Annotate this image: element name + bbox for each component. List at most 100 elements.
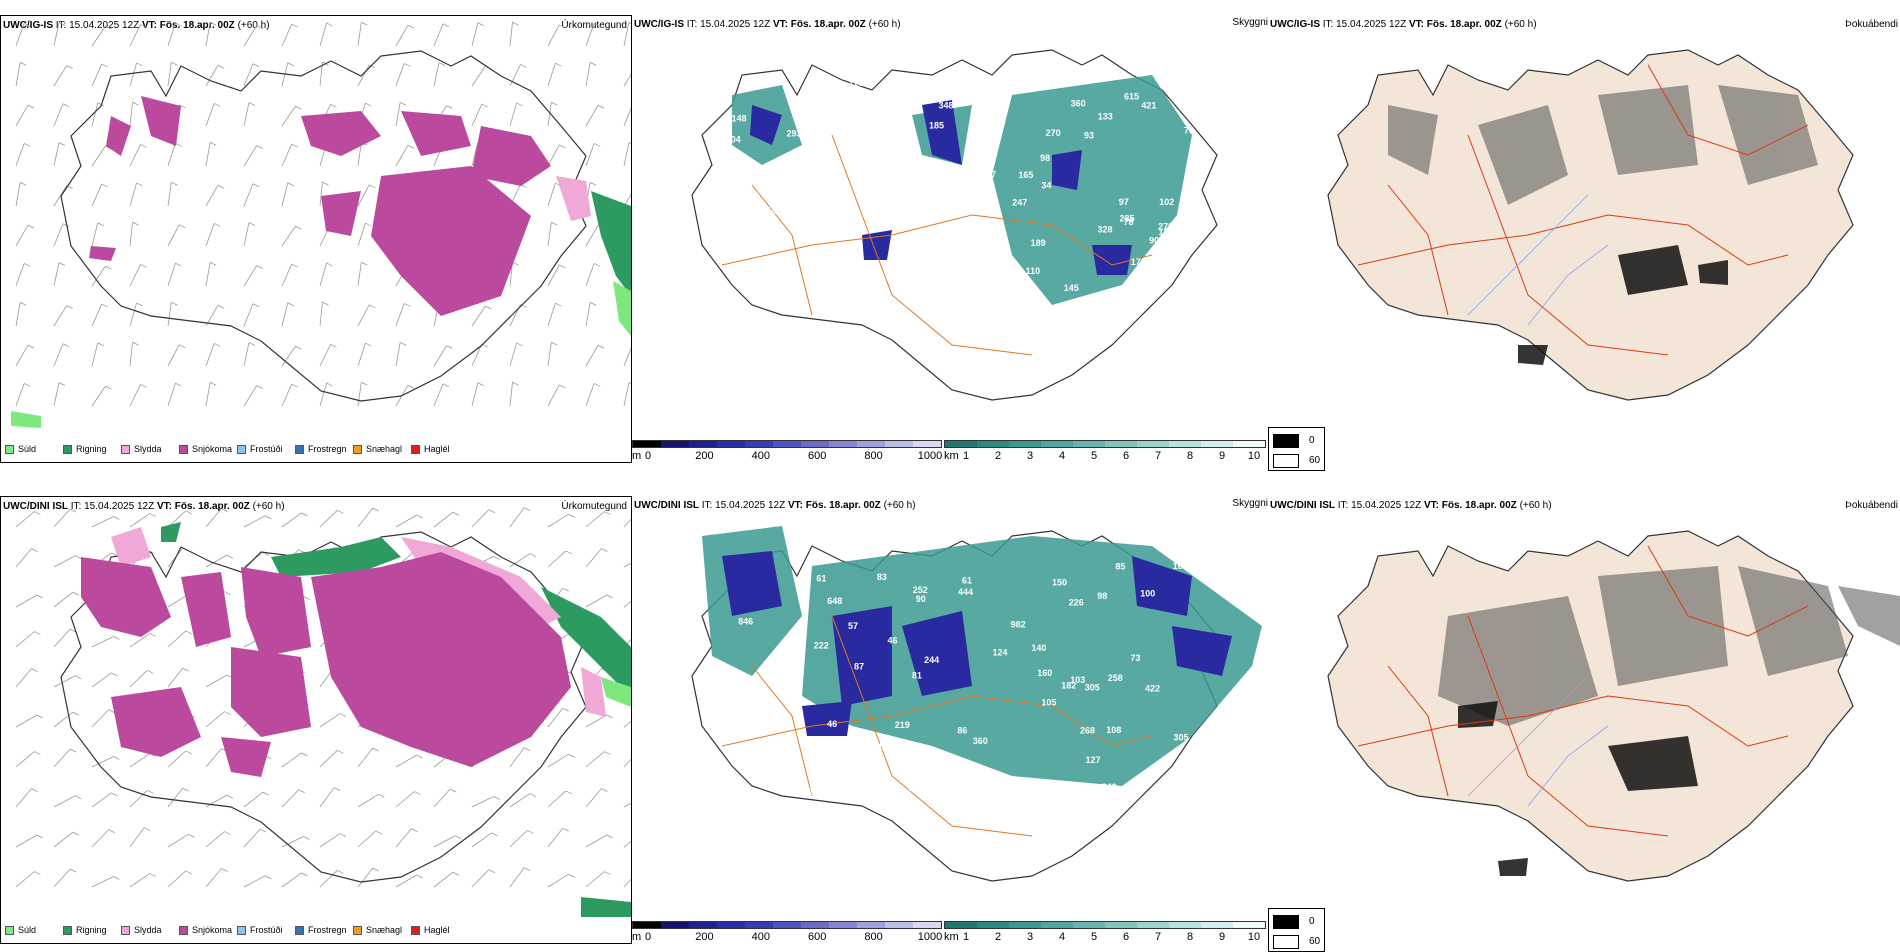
legend-swatch [237, 444, 246, 454]
cloud-base-map: 98 110 133 165 102 97 90 79 936 97 293 101 93 145 348 1… [691, 49, 1218, 401]
cloud-base-label: 189 [1031, 238, 1046, 248]
legend-label: Frostregn [308, 444, 347, 454]
fog-legend-swatch [1273, 935, 1299, 949]
road-network [1357, 64, 1809, 356]
legend-label: Snjókoma [192, 444, 233, 454]
colorbar-tick: 400 [751, 450, 770, 462]
fog-shading [1388, 85, 1818, 205]
cloud-base-label: 87 [854, 661, 864, 671]
cloud-base-label: 55 [847, 143, 857, 153]
colorbar-tick: 200 [695, 450, 714, 462]
precip-legend: Súld Rigning Slydda Snjókoma Frostúði Frostre… [5, 444, 469, 454]
legend-item: Frostúði [237, 925, 295, 935]
colorbar-tick: 800 [864, 450, 883, 462]
cloud-base-label: 173 [1131, 257, 1146, 267]
colorbar-strip [632, 921, 942, 929]
legend-item: Súld [5, 925, 63, 935]
legend-swatch [63, 444, 72, 454]
rivers [1467, 194, 1609, 326]
panel-title: UWC/DINI ISL IT: 15.04.2025 12Z VT: Fös.… [1270, 500, 1552, 511]
legend-swatch [5, 925, 14, 935]
road-network [1357, 545, 1809, 837]
legend-item: Haglél [411, 444, 469, 454]
cloud-base-label: 150 [1052, 578, 1067, 588]
cloud-base-label: 100 [1140, 589, 1155, 599]
legend-item: Frostregn [295, 444, 353, 454]
colorbar-tick: 4 [1058, 450, 1066, 462]
colorbar-tick: 1000 [917, 931, 943, 943]
field-name: Úrkomutegund [561, 20, 627, 31]
legend-label: Rigning [76, 925, 107, 935]
iceland-coastline [60, 50, 587, 402]
cloud-base-label: 340 [1102, 782, 1117, 792]
cloud-base-label: 204 [726, 135, 741, 145]
legend-swatch [353, 925, 362, 935]
colorbar-unit: km [944, 450, 959, 462]
fog-legend-swatch [1273, 434, 1299, 448]
colorbar-tick: 2 [994, 450, 1002, 462]
legend-label: Frostúði [250, 444, 283, 454]
cloud-base-label: 148 [732, 113, 747, 123]
legend-item: Slydda [121, 925, 179, 935]
colorbar-tick: 7 [1154, 931, 1162, 943]
cloud-base-areas [750, 100, 1132, 275]
colorbar-tick: 8 [1186, 450, 1194, 462]
cloud-base-label: 34 [1041, 180, 1051, 190]
cloud-base-label: 631 [1189, 271, 1204, 281]
rain-areas [591, 191, 631, 296]
cloud-base-label: 118 [762, 206, 777, 216]
field-name: Þokuábendi [1845, 500, 1898, 511]
legend-item: Súld [5, 444, 63, 454]
field-name: Skyggni [1232, 498, 1268, 509]
legend-item: Frostúði [237, 444, 295, 454]
colorbar-tick: 0 [644, 931, 652, 943]
cloud-base-label: 98 [1097, 591, 1107, 601]
cloud-base-label: 127 [1086, 755, 1101, 765]
legend-label: Slydda [134, 444, 162, 454]
colorbar-unit: km [944, 931, 959, 943]
panel-title: UWC/DINI ISL IT: 15.04.2025 12Z VT: Fös.… [3, 501, 285, 512]
legend-swatch [121, 925, 130, 935]
cloud-base-colorbar: m 0 200 400 600 800 1000 [632, 440, 942, 464]
cloud-base-label: 140 [1031, 643, 1046, 653]
field-name: Skyggni [1232, 17, 1268, 28]
fog-legend: 0 60 [1268, 427, 1325, 471]
fog-legend-swatch [1273, 915, 1299, 929]
cloud-base-label: 252 [913, 585, 928, 595]
cloud-base-label: 182 [1061, 681, 1076, 691]
legend-label: Súld [18, 925, 37, 935]
panel-title: UWC/IG-IS IT: 15.04.2025 12Z VT: Fös. 18… [634, 19, 901, 30]
fog-legend-label: 0 [1309, 435, 1315, 446]
fog-legend-label: 0 [1309, 916, 1315, 927]
cloud-base-label: 360 [1071, 99, 1086, 109]
cloud-base-label: 145 [1064, 283, 1079, 293]
colorbar-tick: 7 [1154, 450, 1162, 462]
legend-item: Haglél [411, 925, 469, 935]
cloud-base-label: 211 [771, 266, 786, 276]
legend-label: Snæhagl [366, 444, 403, 454]
cloud-base-label: 164 [1173, 561, 1188, 571]
colorbar-unit: m [632, 931, 642, 943]
drizzle-areas [11, 281, 631, 428]
precip-map [11, 21, 631, 428]
cloud-base-label: 81 [912, 670, 922, 680]
cloud-base-areas [722, 551, 1232, 736]
cloud-base-label: 73 [1130, 653, 1140, 663]
cloud-base-label: 754 [814, 81, 829, 91]
legend-label: Rigning [76, 444, 107, 454]
legend-swatch [411, 444, 420, 454]
cloud-base-label: 615 [1124, 91, 1139, 101]
cloud-base-label: 46 [888, 636, 898, 646]
cloud-base-label: 188 [881, 129, 896, 139]
cloud-base-label: 127 [755, 168, 770, 178]
precip-legend: Súld Rigning Slydda Snjókoma Frostúði Frostre… [5, 925, 469, 935]
cloud-base-label: 57 [848, 621, 858, 631]
cloud-base-label: 149 [741, 78, 756, 88]
legend-item: Snæhagl [353, 444, 411, 454]
cloud-base-panel-bottom: UWC/DINI ISL IT: 15.04.2025 12Z VT: Fös.… [632, 496, 1268, 944]
cloud-base-label: 139 [878, 742, 893, 752]
cloud-base-label: 328 [1098, 225, 1113, 235]
cloud-base-label: 221 [761, 756, 776, 766]
colorbar-strip [944, 921, 1266, 929]
field-name: Úrkomutegund [561, 501, 627, 512]
